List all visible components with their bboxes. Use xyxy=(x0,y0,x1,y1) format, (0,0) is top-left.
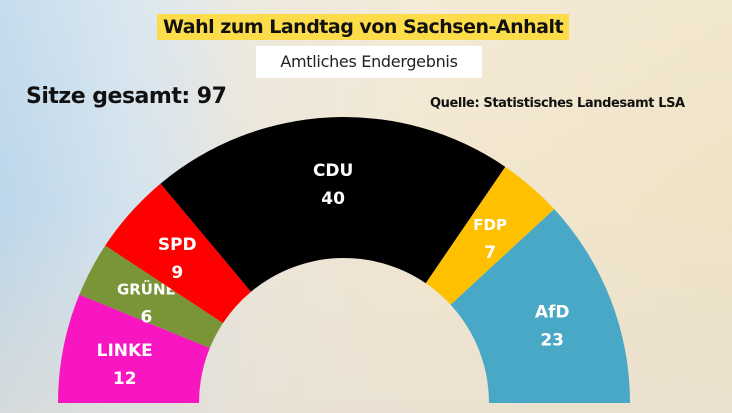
segment-value: 9 xyxy=(171,263,183,283)
segment-value: 12 xyxy=(113,369,137,389)
seat-segment-spd xyxy=(105,183,251,324)
source-label: Quelle: Statistisches Landesamt LSA xyxy=(430,96,685,111)
segment-label: AfD xyxy=(535,303,570,323)
total-seats: Sitze gesamt: 97 xyxy=(26,84,227,109)
segment-label: FDP xyxy=(473,216,507,234)
seat-segment-grüne xyxy=(79,245,223,349)
seat-segment-fdp xyxy=(425,166,555,305)
chart-title: Wahl zum Landtag von Sachsen-Anhalt xyxy=(157,14,570,40)
segment-value: 23 xyxy=(540,331,564,351)
seat-segment-afd xyxy=(450,209,630,403)
seat-segment-cdu xyxy=(160,117,506,292)
segment-label: LINKE xyxy=(97,341,153,361)
seat-segment-linke xyxy=(58,294,210,403)
segment-value: 40 xyxy=(321,189,345,209)
chart-subtitle: Amtliches Endergebnis xyxy=(256,46,482,78)
segment-value: 7 xyxy=(484,243,496,263)
segment-value: 6 xyxy=(140,308,152,328)
segment-label: CDU xyxy=(313,161,353,181)
segment-label: GRÜNE xyxy=(117,280,176,299)
segment-label: SPD xyxy=(158,235,197,255)
